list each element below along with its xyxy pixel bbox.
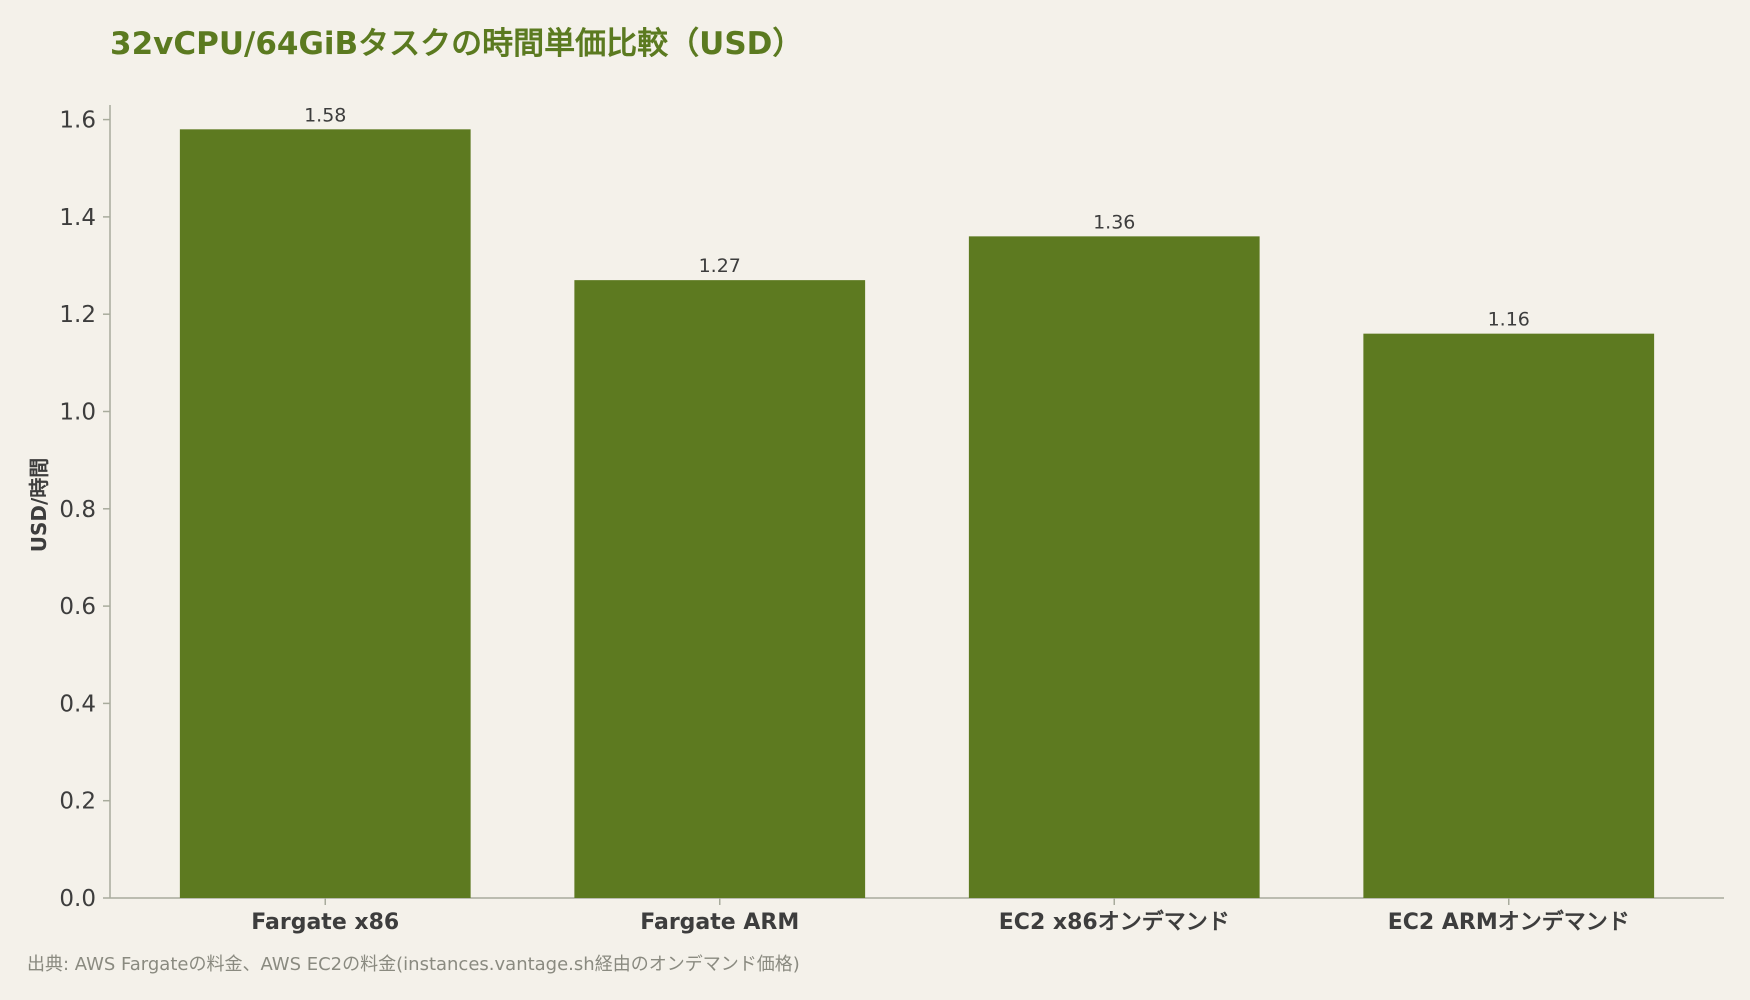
y-tick-label: 0.8 [59, 497, 96, 523]
y-tick-label: 1.4 [59, 205, 96, 231]
y-tick-label: 0.4 [59, 691, 96, 717]
chart-title: 32vCPU/64GiBタスクの時間単価比較（USD） [110, 26, 804, 62]
y-axis: 0.0 0.2 0.4 0.6 0.8 1.0 1.2 1.4 1.6 [59, 105, 111, 912]
y-tick-label: 1.2 [59, 302, 96, 328]
source-note: 出典: AWS Fargateの料金、AWS EC2の料金(instances.… [27, 954, 800, 975]
bars [179, 129, 1655, 899]
bar-value-label: 1.27 [699, 255, 741, 277]
y-tick-label: 1.6 [59, 108, 96, 134]
bar [1363, 333, 1655, 898]
bar-value-label: 1.36 [1093, 211, 1135, 233]
x-tick-label: EC2 ARMオンデマンド [1388, 909, 1630, 935]
y-tick-label: 0.0 [59, 886, 96, 912]
bar [179, 129, 471, 899]
bar-value-label: 1.16 [1488, 309, 1530, 331]
y-tick-label: 0.6 [59, 594, 96, 620]
bar-value-label: 1.58 [304, 104, 346, 126]
y-axis-label: USD/時間 [27, 458, 51, 553]
bar [968, 236, 1260, 898]
x-tick-label: EC2 x86オンデマンド [999, 909, 1230, 935]
value-labels: 1.58 1.27 1.36 1.16 [304, 104, 1530, 330]
x-tick-label: Fargate ARM [640, 910, 799, 935]
bar-chart: 0.00.20.40.60.81.01.21.41.6 Fargate x86 F… [27, 104, 1724, 935]
x-axis: Fargate x86 Fargate ARM EC2 x86オンデマンド EC2 A… [110, 897, 1724, 935]
bar [574, 280, 866, 898]
y-tick-label: 1.0 [59, 399, 96, 425]
y-tick-label: 0.2 [59, 789, 96, 815]
x-tick-label: Fargate x86 [251, 910, 399, 935]
